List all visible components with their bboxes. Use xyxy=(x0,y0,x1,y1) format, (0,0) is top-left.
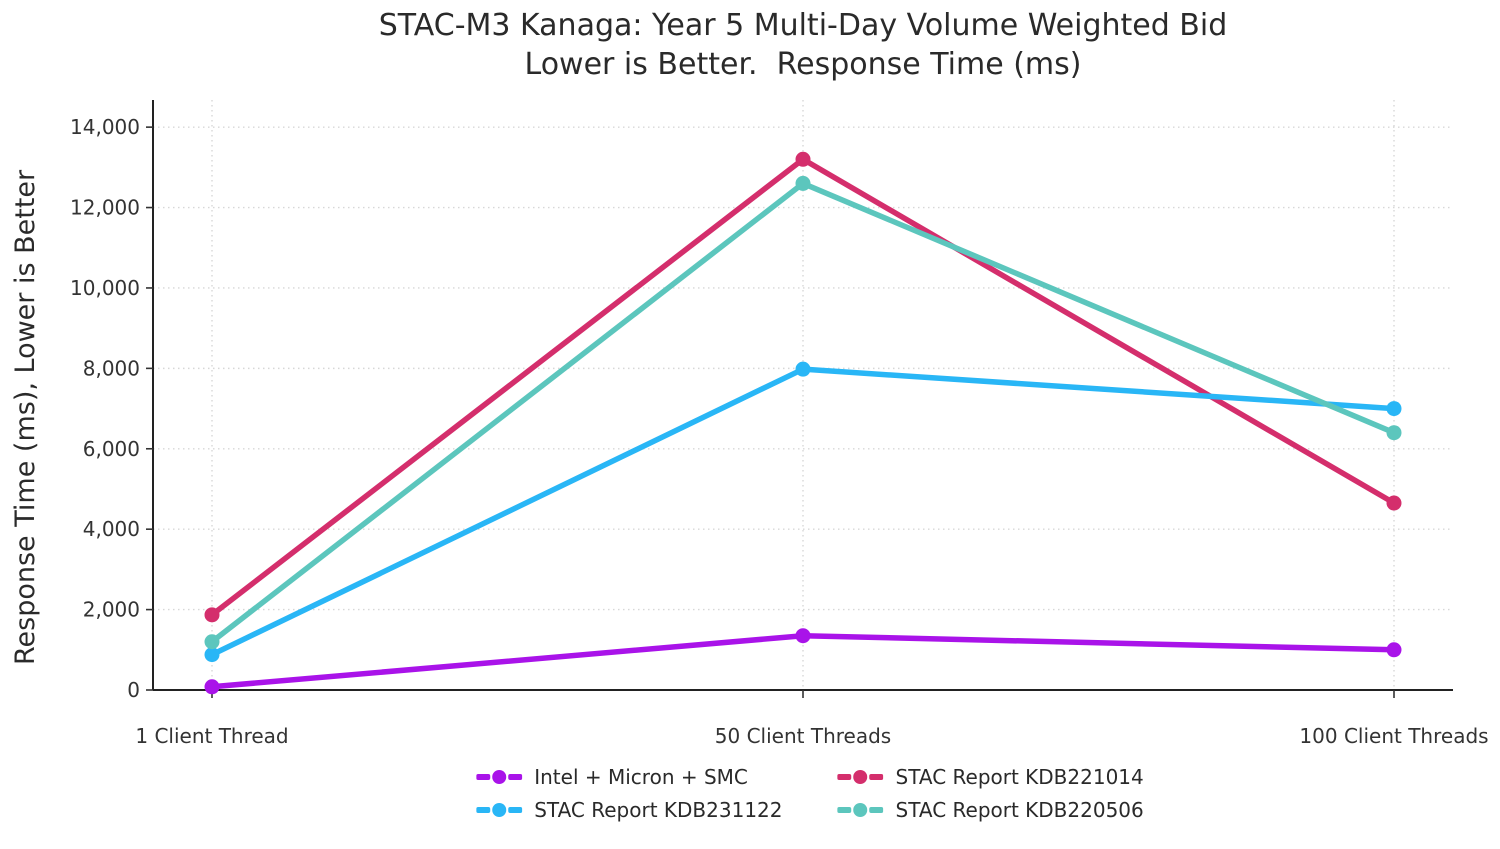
legend-marker-icon xyxy=(837,802,884,817)
chart-title-line2: Lower is Better. Response Time (ms) xyxy=(524,47,1082,82)
chart-title: STAC-M3 Kanaga: Year 5 Multi-Day Volume … xyxy=(153,6,1453,84)
data-point xyxy=(204,607,220,623)
series-line xyxy=(209,180,1397,645)
y-tick-label: 4,000 xyxy=(83,517,140,541)
data-point xyxy=(1386,642,1402,658)
data-point xyxy=(795,175,811,191)
y-tick-label: 14,000 xyxy=(70,115,140,139)
data-point xyxy=(204,679,220,695)
legend-item[interactable]: STAC Report KDB220506 xyxy=(837,795,1144,824)
legend-label: STAC Report KDB220506 xyxy=(895,797,1144,822)
legend-label: STAC Report KDB221014 xyxy=(895,764,1144,789)
x-tick-label: 1 Client Thread xyxy=(135,724,288,748)
x-tick-label: 50 Client Threads xyxy=(715,724,891,748)
series-line xyxy=(209,366,1397,658)
data-point xyxy=(795,628,811,644)
y-tick-label: 10,000 xyxy=(70,276,140,300)
data-point xyxy=(1386,401,1402,417)
plot-area: 0 2,000 4,000 6,000 8,000 10,000 12,000 14,000 1… xyxy=(70,100,1489,748)
legend-label: Intel + Micron + SMC xyxy=(534,764,748,789)
data-point xyxy=(795,151,811,167)
y-tick-label: 8,000 xyxy=(83,356,140,380)
legend-marker-icon xyxy=(476,802,523,817)
legend-label: STAC Report KDB231122 xyxy=(534,797,783,822)
y-tick-label: 0 xyxy=(127,678,140,702)
data-point xyxy=(1386,495,1402,511)
y-tick-label: 6,000 xyxy=(83,437,140,461)
y-tick-label: 12,000 xyxy=(70,196,140,220)
legend-item[interactable]: STAC Report KDB231122 xyxy=(476,795,783,824)
chart-title-line1: STAC-M3 Kanaga: Year 5 Multi-Day Volume … xyxy=(378,8,1228,43)
data-point xyxy=(204,634,220,650)
legend-item[interactable]: Intel + Micron + SMC xyxy=(476,762,782,791)
data-point xyxy=(795,361,811,377)
legend-item[interactable]: STAC Report KDB221014 xyxy=(837,762,1144,791)
legend-marker-icon xyxy=(476,769,523,784)
legend-marker-icon xyxy=(837,769,884,784)
legend: Intel + Micron + SMC STAC Report KDB22101… xyxy=(476,762,1144,824)
x-tick-label: 100 Client Threads xyxy=(1299,724,1488,748)
data-point xyxy=(204,647,220,663)
y-tick-label: 2,000 xyxy=(83,598,140,622)
data-point xyxy=(1386,425,1402,441)
